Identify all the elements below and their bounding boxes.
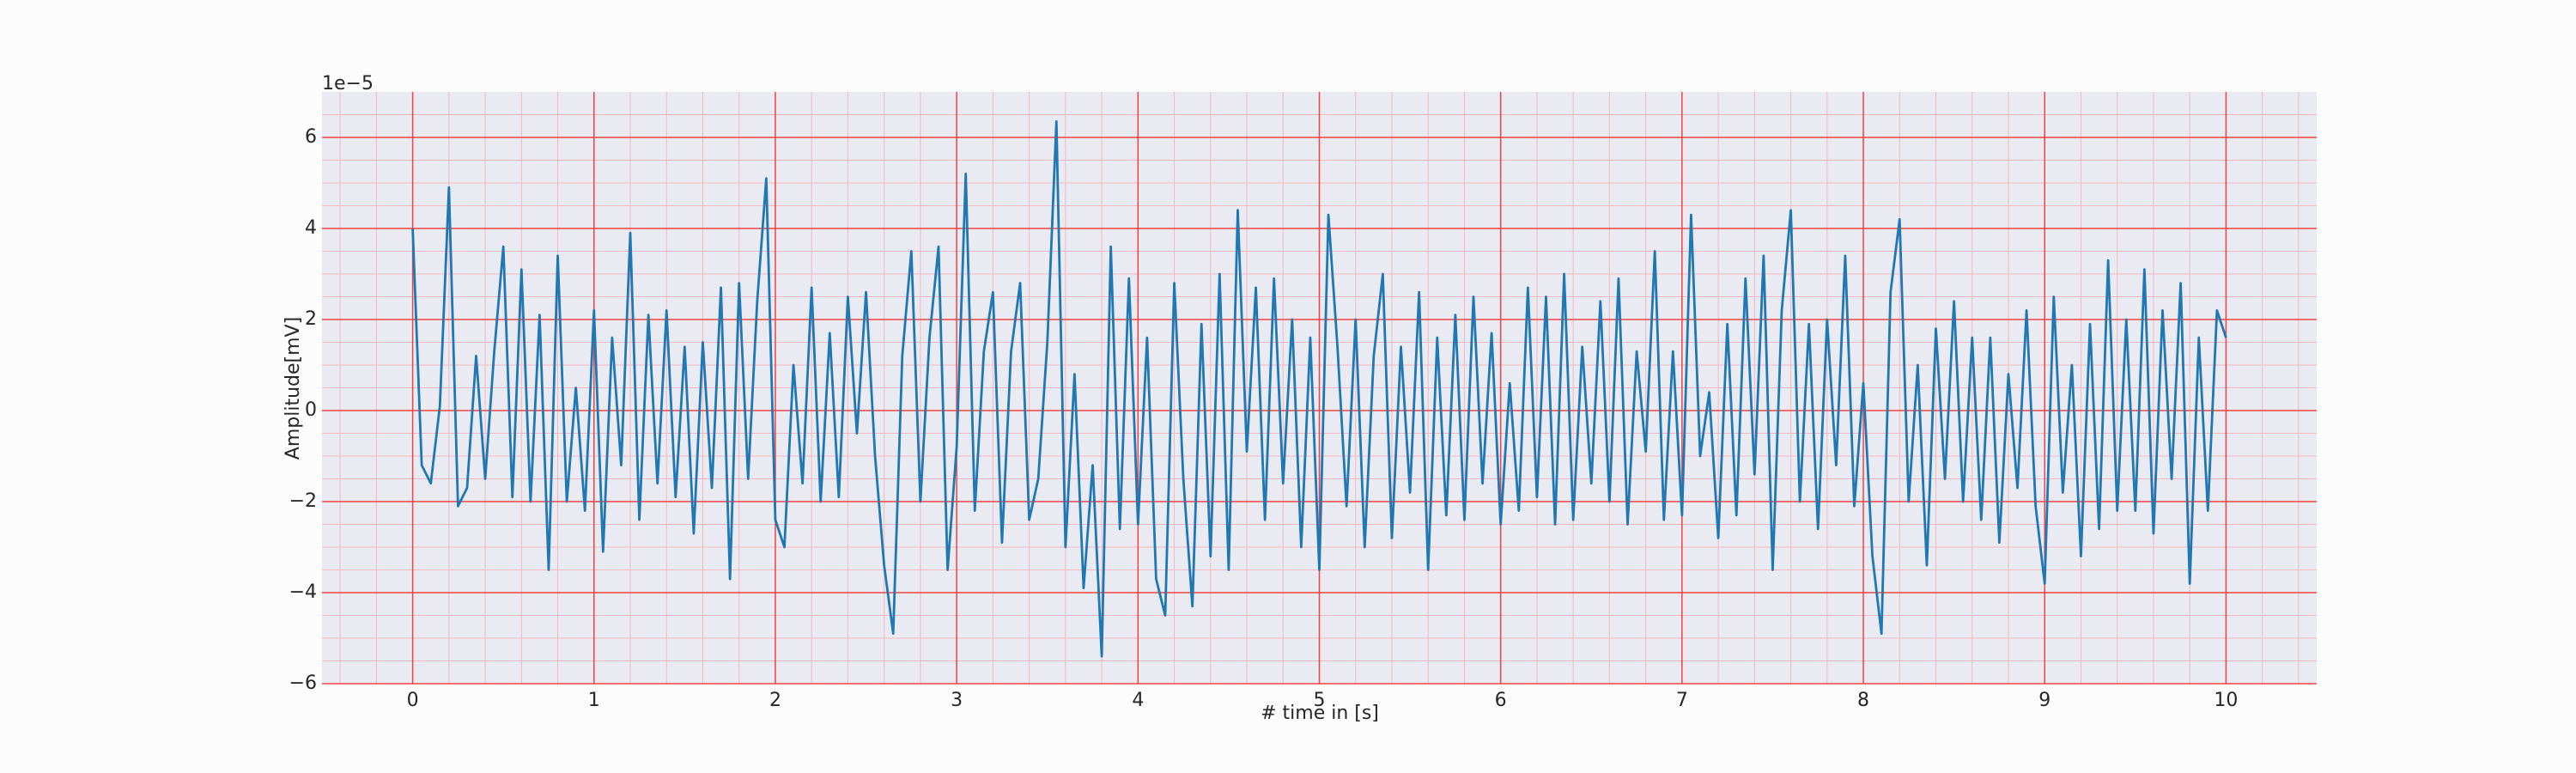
y-axis-label: Amplitude[mV] — [283, 317, 304, 460]
y-offset-label: 1e−5 — [322, 73, 374, 94]
x-tick-label: 9 — [2038, 690, 2050, 711]
y-tick-label: −4 — [289, 581, 317, 603]
x-tick-label: 3 — [951, 690, 963, 711]
x-tick-label: 0 — [407, 690, 419, 711]
y-tick-label: 4 — [305, 217, 317, 239]
y-tick-label: 0 — [305, 399, 317, 421]
y-tick-label: 2 — [305, 308, 317, 330]
x-tick-label: 4 — [1132, 690, 1144, 711]
y-tick-label: −6 — [289, 673, 317, 694]
x-tick-label: 10 — [2214, 690, 2238, 711]
y-tick-label: −2 — [289, 490, 317, 512]
x-axis-label: # time in [s] — [1261, 703, 1379, 724]
x-tick-label: 7 — [1676, 690, 1688, 711]
x-tick-label: 1 — [588, 690, 600, 711]
y-tick-label: 6 — [305, 126, 317, 148]
x-tick-label: 5 — [1314, 690, 1326, 711]
x-tick-label: 8 — [1857, 690, 1869, 711]
signal-line — [411, 120, 2227, 658]
x-tick-label: 2 — [769, 690, 781, 711]
x-tick-label: 6 — [1495, 690, 1507, 711]
